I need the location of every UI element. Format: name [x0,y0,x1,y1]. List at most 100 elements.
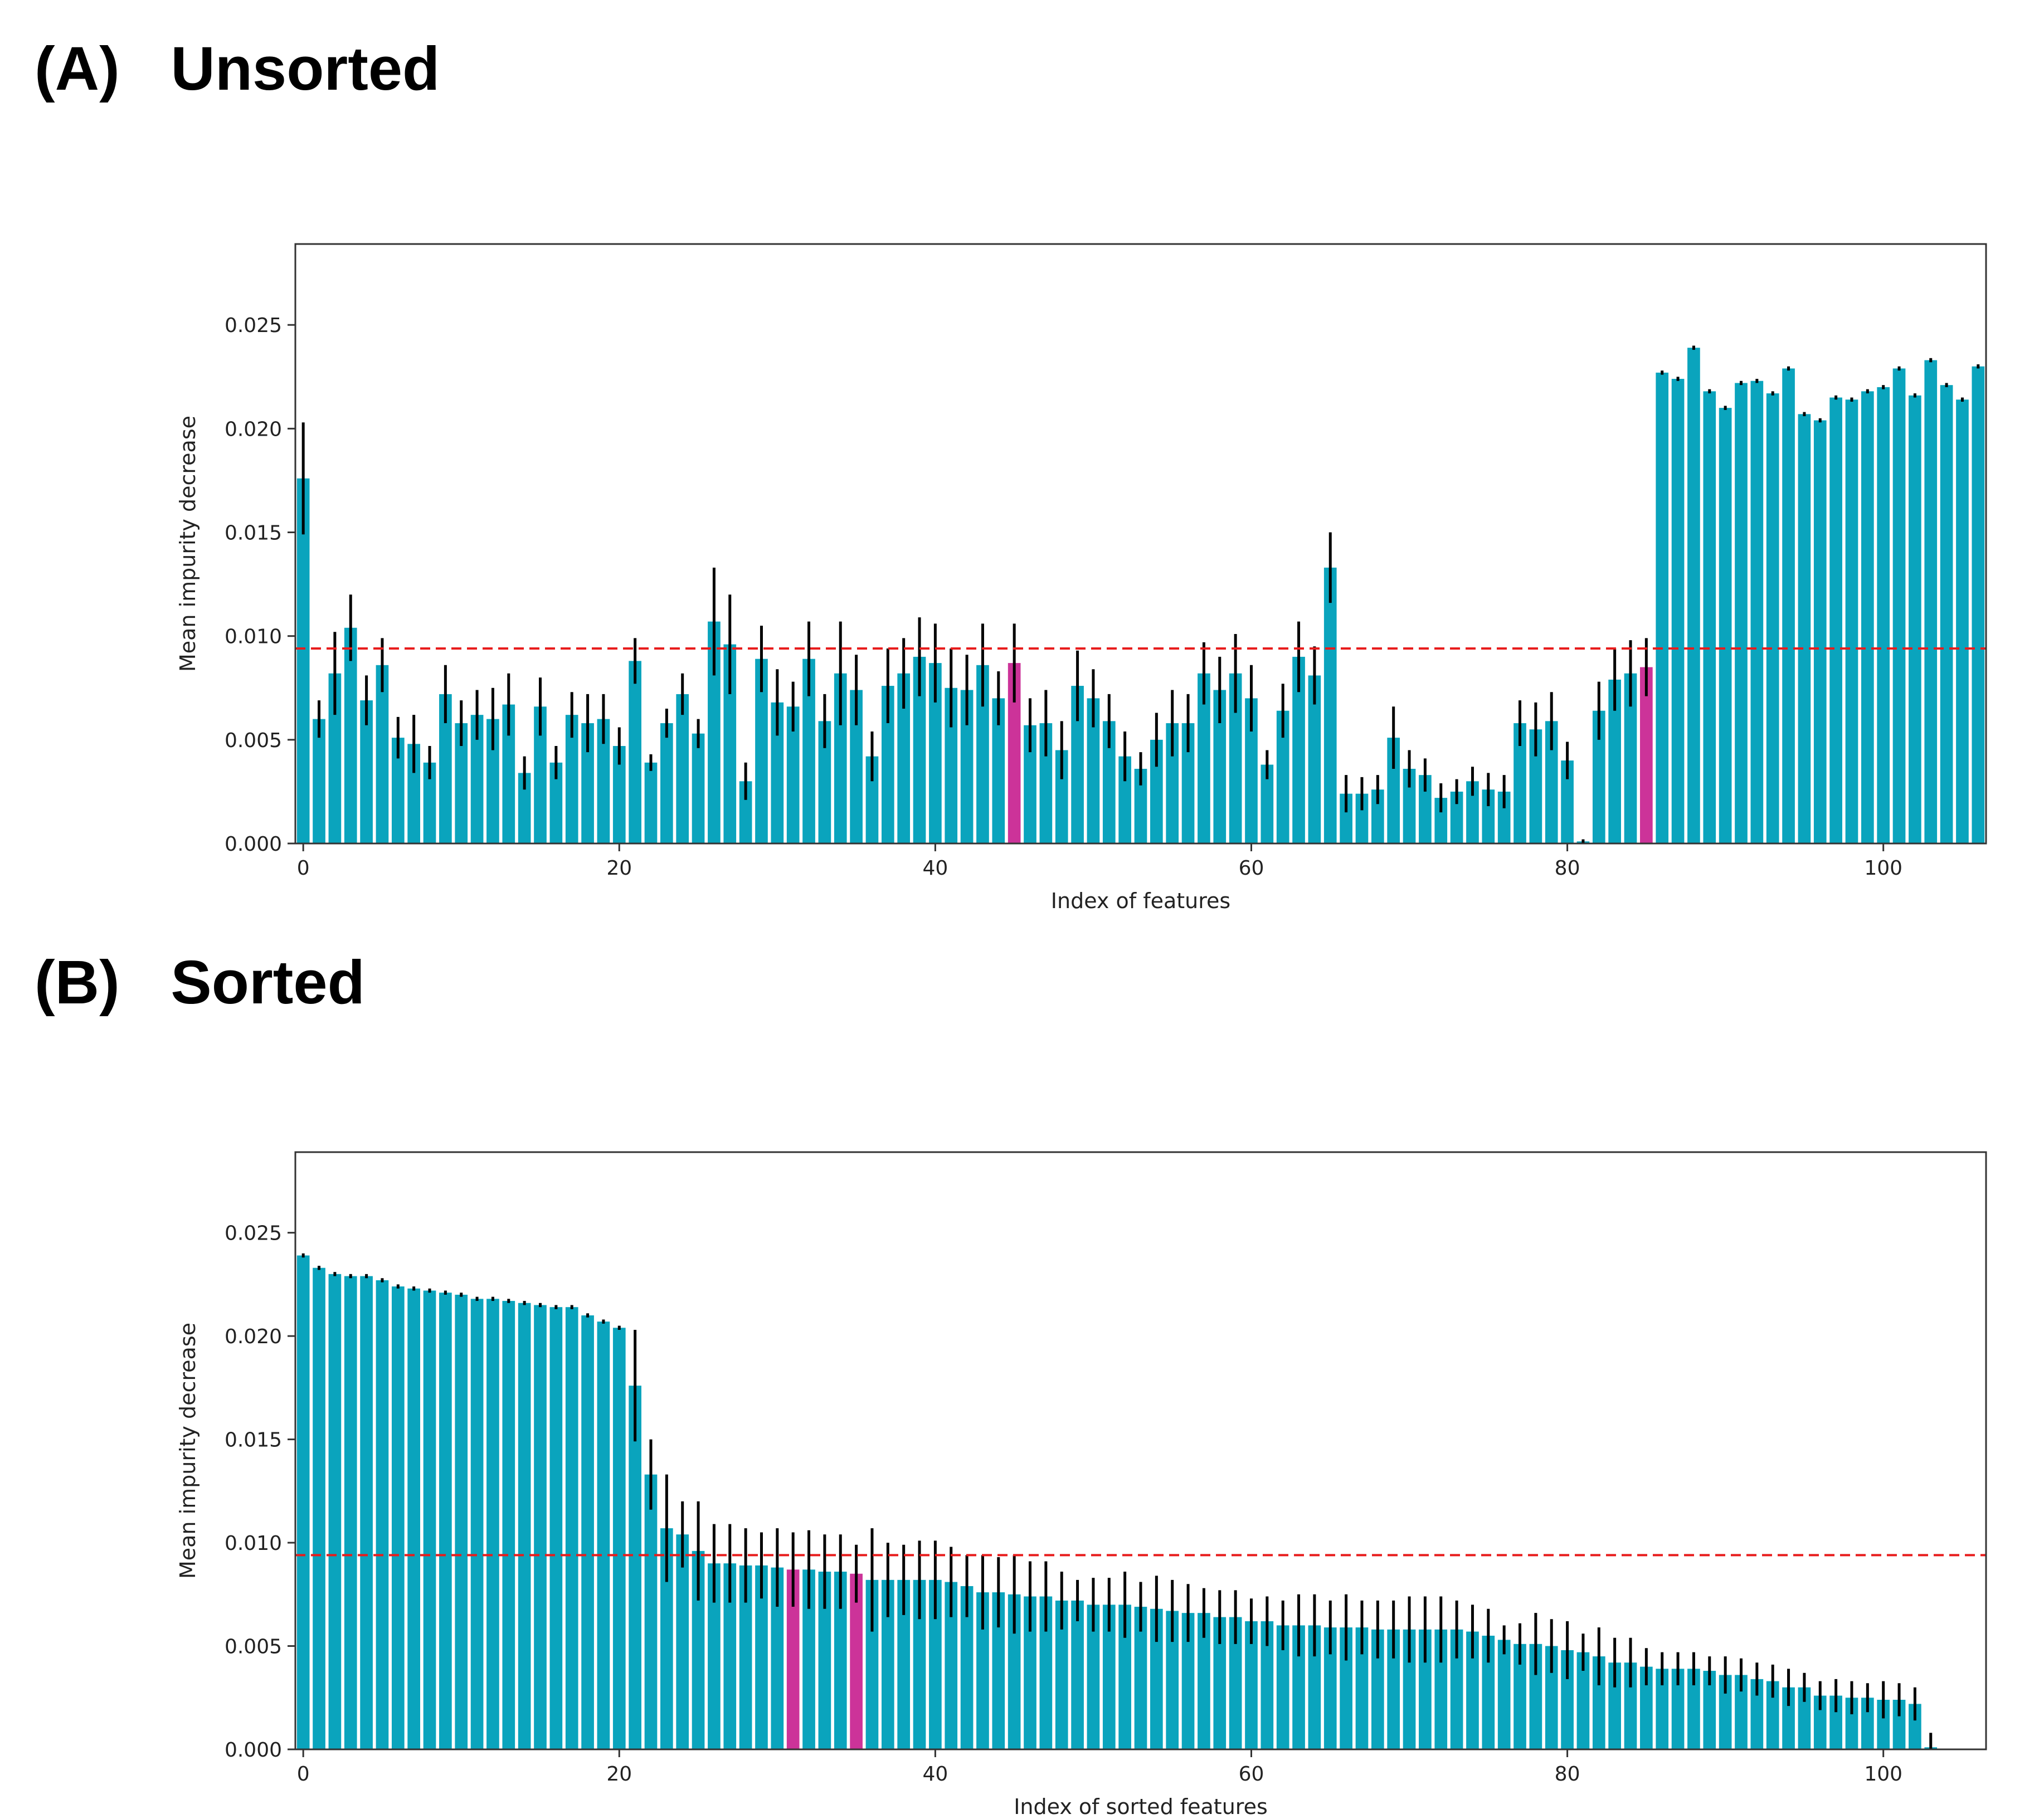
bar [1497,791,1511,843]
bar [296,478,310,843]
bar [360,700,373,843]
bar [1687,348,1700,843]
bar [612,746,626,843]
bar [644,1474,658,1749]
x-axis-title: Index of features [1051,889,1230,913]
bar [1529,1644,1542,1749]
bar [929,663,942,843]
bar [708,1563,721,1749]
bar [865,1579,879,1749]
x-tick-label: 20 [606,1763,632,1786]
bar [1482,1635,1495,1749]
bar [960,690,974,843]
x-tick-label: 0 [297,1763,310,1786]
bar [1166,1611,1179,1749]
y-axis-title: Mean impurity decrease [176,1323,200,1579]
x-tick-label: 0 [297,857,310,880]
bar [1450,1629,1463,1749]
bar [1071,686,1084,843]
bar [455,723,468,843]
bar [692,1550,705,1749]
bar [1229,1617,1242,1749]
bar [802,1569,815,1749]
bar [439,1293,452,1749]
bar [1719,1675,1732,1749]
bar [802,659,815,843]
bar [1419,775,1432,843]
bar [486,1299,499,1749]
bars-group [296,1255,1938,1749]
panel-b-name: Sorted [171,948,365,1017]
bar [455,1294,468,1749]
bar [1782,368,1795,843]
bar [1782,1687,1795,1749]
bar [929,1579,942,1749]
bar [1877,387,1890,843]
bar [708,621,721,843]
bar [1608,679,1621,843]
bar [1118,1605,1131,1749]
bars-group [296,348,1985,843]
bar [644,762,658,843]
bar [834,1572,847,1749]
bar [1513,723,1526,843]
bar [818,721,831,843]
x-tick-label: 60 [1239,1763,1264,1786]
bar [771,1567,784,1749]
bar [629,1386,641,1749]
bar [755,659,768,843]
bar [1308,1625,1321,1749]
bar [313,719,325,843]
bar [1798,414,1811,843]
plot-frame [294,1151,1987,1750]
bar [470,1299,484,1749]
bar [1355,793,1369,843]
x-tick-label: 60 [1239,857,1264,880]
bar [391,1286,405,1749]
bar [1371,1629,1384,1749]
bar [865,756,879,843]
bar [313,1267,325,1749]
bar [1039,1596,1053,1749]
bar [992,698,1005,843]
bar [423,762,436,843]
bar [1576,1652,1590,1749]
highlighted-bar [1008,663,1021,843]
chart-unsorted: 0.000 0.005 0.010 0.015 0.020 0.025 0 20 40 60 80 1… [176,243,1987,913]
bar [360,1276,373,1749]
bar [549,762,563,843]
bar [629,661,641,843]
bar [344,1276,357,1749]
bar [1671,379,1685,843]
bar [470,715,484,843]
bar [1387,1629,1400,1749]
bar [565,1307,578,1749]
bar [960,1586,974,1749]
bar [1909,395,1921,843]
panel-a-name: Unsorted [171,35,440,103]
bar [1656,1669,1669,1749]
bar [1024,725,1036,843]
bar [423,1290,436,1749]
bar [1024,1596,1036,1749]
bar [897,673,911,843]
bar [518,773,531,843]
bar [391,738,405,843]
bar [407,744,420,843]
bar [1845,399,1858,843]
bar [1087,698,1100,843]
bar [1245,1621,1258,1749]
bar [834,673,847,843]
bar [723,1563,737,1749]
bar [976,1592,989,1749]
y-tick-label: 0.025 [225,1222,282,1245]
y-tick-label: 0.005 [225,1636,282,1659]
bar [1624,1662,1637,1749]
bar [976,665,989,843]
bar [502,704,515,843]
bar [1529,729,1542,843]
bar [676,694,689,843]
bar [1798,1687,1811,1749]
bar [1276,710,1289,843]
